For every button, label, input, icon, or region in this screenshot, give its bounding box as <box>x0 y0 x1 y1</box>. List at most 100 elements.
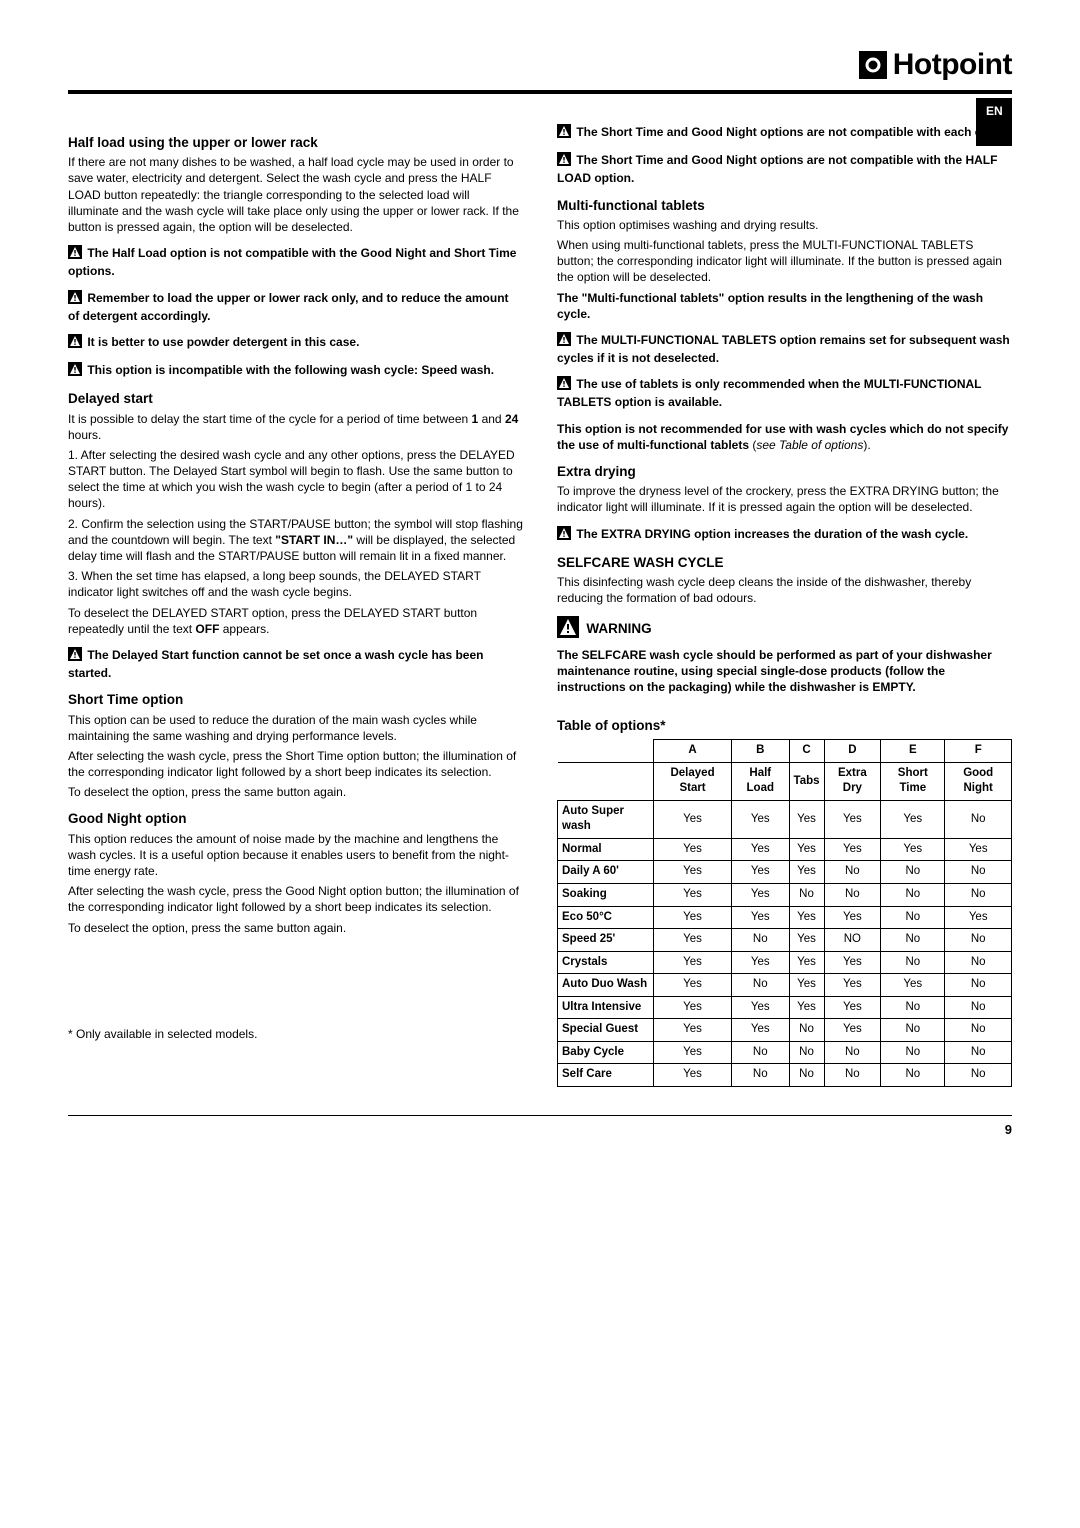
table-subheader-cell: Good Night <box>945 762 1012 800</box>
table-row: Auto Super washYesYesYesYesYesNo <box>558 800 1012 838</box>
table-cell: Special Guest <box>558 1019 654 1042</box>
table-subheader-cell: Extra Dry <box>824 762 881 800</box>
table-cell: No <box>945 929 1012 952</box>
warning-icon-large <box>557 616 579 642</box>
warn-extra: The EXTRA DRYING option increases the du… <box>557 526 1012 544</box>
table-cell: Yes <box>654 861 732 884</box>
table-subheader-cell: Short Time <box>881 762 945 800</box>
warning-icon <box>68 362 82 380</box>
table-cell: No <box>881 906 945 929</box>
table-cell: No <box>881 1041 945 1064</box>
para-multi-4: This option is not recommended for use w… <box>557 421 1012 453</box>
table-cell: Yes <box>732 838 790 861</box>
heading-delayed: Delayed start <box>68 390 523 408</box>
para-gn-3: To deselect the option, press the same b… <box>68 920 523 936</box>
table-cell: No <box>732 929 790 952</box>
page: Hotpoint EN Half load using the upper or… <box>0 0 1080 1157</box>
table-row: Auto Duo WashYesNoYesYesYesNo <box>558 974 1012 997</box>
warning-icon <box>68 647 82 665</box>
table-cell: No <box>824 883 881 906</box>
table-cell: No <box>824 861 881 884</box>
brand-icon <box>859 51 887 79</box>
table-row: Daily A 60'YesYesYesNoNoNo <box>558 861 1012 884</box>
table-cell: Yes <box>654 800 732 838</box>
table-cell: No <box>789 1019 824 1042</box>
table-cell: Auto Duo Wash <box>558 974 654 997</box>
table-cell: No <box>881 861 945 884</box>
table-cell: Self Care <box>558 1064 654 1087</box>
heading-extra: Extra drying <box>557 463 1012 481</box>
table-cell: Yes <box>881 800 945 838</box>
table-subheader-cell: Delayed Start <box>654 762 732 800</box>
table-cell: Yes <box>789 951 824 974</box>
table-row: Baby CycleYesNoNoNoNoNo <box>558 1041 1012 1064</box>
table-cell: Yes <box>881 974 945 997</box>
table-cell: No <box>732 1064 790 1087</box>
warn-half-3: It is better to use powder detergent in … <box>68 334 523 352</box>
table-cell: Yes <box>654 838 732 861</box>
table-cell: Yes <box>654 883 732 906</box>
table-cell: Yes <box>732 1019 790 1042</box>
table-cell: NO <box>824 929 881 952</box>
table-cell: Auto Super wash <box>558 800 654 838</box>
header-rule <box>68 90 1012 94</box>
table-cell: No <box>945 1064 1012 1087</box>
table-cell: Yes <box>789 906 824 929</box>
table-cell: Yes <box>945 906 1012 929</box>
table-header-cell: D <box>824 740 881 763</box>
table-head: ABCDEF Delayed StartHalf LoadTabsExtra D… <box>558 740 1012 801</box>
para-delayed-5: To deselect the DELAYED START option, pr… <box>68 605 523 637</box>
para-short-2: After selecting the wash cycle, press th… <box>68 748 523 780</box>
table-cell: No <box>789 1041 824 1064</box>
table-cell: Yes <box>654 1019 732 1042</box>
para-warning: The SELFCARE wash cycle should be perfor… <box>557 647 1012 696</box>
para-selfcare-1: This disinfecting wash cycle deep cleans… <box>557 574 1012 606</box>
table-cell: Yes <box>824 996 881 1019</box>
table-subheader-cell: Tabs <box>789 762 824 800</box>
heading-selfcare: SELFCARE WASH CYCLE <box>557 554 1012 572</box>
para-half-load: If there are not many dishes to be washe… <box>68 154 523 235</box>
warning-icon <box>557 526 571 544</box>
para-gn-1: This option reduces the amount of noise … <box>68 831 523 880</box>
table-cell: Yes <box>732 883 790 906</box>
warn-multi-1: The MULTI-FUNCTIONAL TABLETS option rema… <box>557 332 1012 366</box>
warn-half-1: The Half Load option is not compatible w… <box>68 245 523 279</box>
table-cell: Yes <box>732 906 790 929</box>
table-cell: No <box>824 1041 881 1064</box>
table-cell: Yes <box>732 800 790 838</box>
left-column: Half load using the upper or lower rack … <box>68 124 523 1087</box>
options-table: ABCDEF Delayed StartHalf LoadTabsExtra D… <box>557 739 1012 1086</box>
warning-icon <box>557 376 571 394</box>
table-cell: Yes <box>732 951 790 974</box>
table-cell: No <box>881 951 945 974</box>
table-cell: Yes <box>789 996 824 1019</box>
table-header-cell <box>558 740 654 763</box>
heading-short-time: Short Time option <box>68 691 523 709</box>
para-extra-1: To improve the dryness level of the croc… <box>557 483 1012 515</box>
table-subheader-cell <box>558 762 654 800</box>
table-header-cell: C <box>789 740 824 763</box>
para-short-1: This option can be used to reduce the du… <box>68 712 523 744</box>
table-cell: Yes <box>654 906 732 929</box>
heading-good-night: Good Night option <box>68 810 523 828</box>
footnote: * Only available in selected models. <box>68 1026 523 1042</box>
warn-multi-2: The use of tablets is only recommended w… <box>557 376 1012 410</box>
table-cell: No <box>945 974 1012 997</box>
heading-multi: Multi-functional tablets <box>557 197 1012 215</box>
table-cell: No <box>824 1064 881 1087</box>
table-cell: Daily A 60' <box>558 861 654 884</box>
brand-name: Hotpoint <box>893 48 1012 82</box>
table-cell: Yes <box>824 838 881 861</box>
warning-icon <box>557 332 571 350</box>
para-delayed-4: 3. When the set time has elapsed, a long… <box>68 568 523 600</box>
table-cell: No <box>881 1019 945 1042</box>
table-cell: Eco 50°C <box>558 906 654 929</box>
table-cell: Yes <box>824 974 881 997</box>
warning-heading: WARNING <box>557 616 1012 642</box>
table-row: CrystalsYesYesYesYesNoNo <box>558 951 1012 974</box>
table-cell: Yes <box>881 838 945 861</box>
table-cell: Yes <box>654 996 732 1019</box>
table-row: Ultra IntensiveYesYesYesYesNoNo <box>558 996 1012 1019</box>
table-row: Self CareYesNoNoNoNoNo <box>558 1064 1012 1087</box>
para-multi-2: When using multi-functional tablets, pre… <box>557 237 1012 286</box>
